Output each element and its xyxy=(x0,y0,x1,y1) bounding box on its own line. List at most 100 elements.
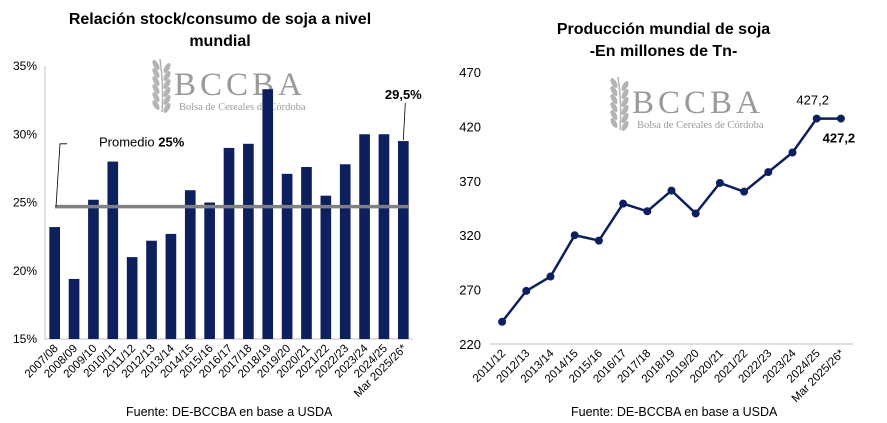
wheat-grain xyxy=(610,110,618,120)
bar xyxy=(68,278,80,339)
wheat-grain xyxy=(610,102,618,112)
left-title-line2: mundial xyxy=(189,33,251,50)
bar xyxy=(397,141,409,339)
left-title-line1: Relación stock/consumo de soja a nivel xyxy=(68,11,372,28)
left-chart-title: Relación stock/consumo de soja a nivel m… xyxy=(0,9,440,53)
y-tick-label: 220 xyxy=(459,337,481,352)
average-label: Promedio 25% xyxy=(99,135,185,150)
average-label-prefix: Promedio xyxy=(99,135,158,150)
wheat-grain xyxy=(610,78,618,88)
last-bar-data-label: 29,5% xyxy=(385,87,422,102)
bar xyxy=(49,227,61,339)
stock-consumption-chart-panel: Relación stock/consumo de soja a nivel m… xyxy=(0,0,440,423)
watermark-letters: BCCBA xyxy=(632,85,764,121)
wheat-grain xyxy=(163,79,171,89)
y-tick-label: 470 xyxy=(459,65,481,80)
wheat-grain xyxy=(152,84,160,94)
bar xyxy=(320,195,332,339)
bars-group xyxy=(49,89,409,339)
wheat-grain xyxy=(621,89,629,99)
series-line xyxy=(501,117,841,323)
bar xyxy=(281,173,293,339)
wheat-grain xyxy=(621,97,629,107)
average-group: Promedio 25% xyxy=(55,135,409,209)
bar xyxy=(301,167,312,339)
wheat-grain xyxy=(152,76,160,86)
wheat-grain xyxy=(610,94,618,104)
wheat-stem xyxy=(617,76,622,131)
right-labels-group: 427,2 427,2 xyxy=(796,93,855,146)
soy-production-chart-panel: Producción mundial de soja -En millones … xyxy=(440,0,887,423)
wheat-grain xyxy=(152,68,160,78)
bar xyxy=(165,233,177,339)
data-point xyxy=(764,168,773,177)
data-point xyxy=(619,199,628,208)
data-point xyxy=(570,231,579,240)
y-tick-label: 15% xyxy=(13,332,37,346)
wheat-grain xyxy=(610,118,618,128)
wheat-stem xyxy=(159,58,164,113)
bar xyxy=(223,147,235,339)
y-tick-label: 270 xyxy=(459,283,481,298)
wheat-grain xyxy=(163,63,171,73)
wheat-grain xyxy=(163,71,171,81)
data-point xyxy=(788,148,797,157)
right-title-line1: Producción mundial de soja xyxy=(556,21,771,38)
bar xyxy=(204,202,215,339)
y-tick-label: 370 xyxy=(459,174,481,189)
wheat-grain xyxy=(152,100,160,110)
bar xyxy=(146,240,157,339)
data-point xyxy=(812,114,821,123)
data-point xyxy=(498,317,507,326)
wheat-grain xyxy=(621,105,629,115)
data-point xyxy=(691,209,700,218)
last-label-leader-line xyxy=(402,102,406,141)
data-point xyxy=(546,272,555,281)
data-label-2025-26: 427,2 xyxy=(823,131,856,146)
y-tick-label: 35% xyxy=(13,59,37,73)
y-tick-label: 420 xyxy=(459,119,481,134)
data-point xyxy=(667,186,676,195)
data-point xyxy=(740,187,749,196)
bar xyxy=(107,161,119,339)
y-tick-label: 320 xyxy=(459,228,481,243)
left-labels-group: 29,5% xyxy=(385,87,422,141)
wheat-grain xyxy=(621,81,629,91)
wheat-grain xyxy=(610,86,618,96)
series-line-group xyxy=(498,114,845,326)
wheat-grain xyxy=(152,60,160,70)
wheat-icon xyxy=(610,76,629,131)
wheat-grain xyxy=(621,121,629,131)
watermark-subtitle: Bolsa de Cereales de Córdoba xyxy=(179,102,306,113)
bar xyxy=(262,89,274,339)
wheat-grain xyxy=(163,95,171,105)
data-point xyxy=(715,178,724,187)
data-label-2024-25: 427,2 xyxy=(796,93,829,108)
data-point xyxy=(643,207,652,216)
wheat-grain xyxy=(163,87,171,97)
right-chart-title: Producción mundial de soja -En millones … xyxy=(440,19,887,63)
bar xyxy=(184,190,196,339)
bar xyxy=(243,143,254,339)
bar xyxy=(359,134,370,339)
bar xyxy=(378,134,390,339)
data-point xyxy=(594,236,603,245)
wheat-grain xyxy=(621,113,629,123)
data-point xyxy=(522,286,531,295)
right-title-line2: -En millones de Tn- xyxy=(589,43,738,60)
left-source-note: Fuente: DE-BCCBA en base a USDA xyxy=(126,405,333,419)
watermark-subtitle: Bolsa de Cereales de Córdoba xyxy=(637,120,764,131)
watermark-letters: BCCBA xyxy=(174,67,306,103)
average-label-value: 25% xyxy=(158,135,184,150)
y-tick-label: 25% xyxy=(13,196,37,210)
average-leader-line xyxy=(55,143,67,207)
wheat-grain xyxy=(163,103,171,113)
right-source-note: Fuente: DE-BCCBA en base a USDA xyxy=(571,405,778,419)
bar xyxy=(126,257,138,339)
data-point xyxy=(836,114,845,123)
bar xyxy=(339,164,351,339)
